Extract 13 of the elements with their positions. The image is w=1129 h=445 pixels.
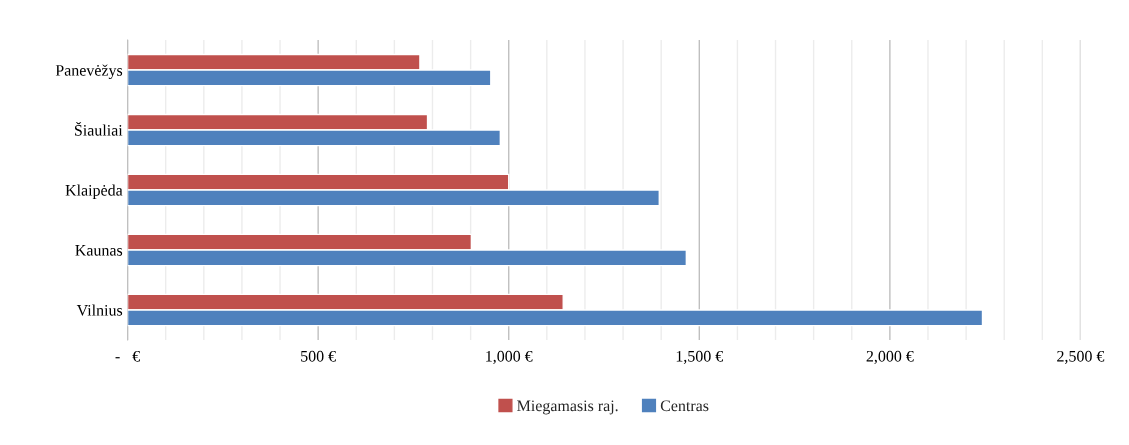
x-tick-label: 500 € xyxy=(301,350,336,362)
x-tick-label: 2,000 € xyxy=(866,350,914,364)
x-tick-label: - € xyxy=(115,350,140,362)
y-tick-label: Panevėžys xyxy=(55,64,123,80)
legend-label: Centras xyxy=(660,400,709,412)
y-tick-label: Vilnius xyxy=(76,304,123,316)
x-tick-label: 2,500 € xyxy=(1057,350,1105,364)
x-tick-label: 1,000 € xyxy=(486,350,533,364)
legend-label: Miegamasis raj. xyxy=(517,400,618,415)
y-tick-label: Šiauliai xyxy=(74,121,123,136)
y-tick-label: Klaipėda xyxy=(65,184,123,199)
y-tick-label: Kaunas xyxy=(75,245,123,256)
x-tick-label: 1,500 € xyxy=(676,350,724,364)
